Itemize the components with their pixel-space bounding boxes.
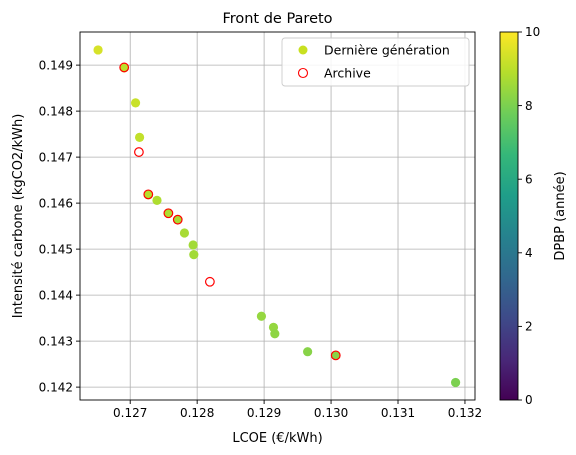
x-tick-label: 0.131: [381, 406, 415, 420]
generation-point: [188, 240, 198, 250]
legend: Dernière génération Archive: [281, 37, 470, 87]
y-tick-label: 0.148: [39, 104, 73, 118]
colorbar-tick-label: 10: [525, 25, 540, 39]
colorbar-gradient: [499, 31, 519, 401]
y-tick-label: 0.146: [39, 196, 73, 210]
generation-point: [256, 311, 267, 321]
grid-lines: [80, 32, 475, 400]
archive-point: [134, 147, 144, 157]
archive-point: [204, 276, 215, 287]
legend-marker-archive: [297, 67, 309, 79]
legend-label-derniere-generation: Dernière génération: [324, 43, 450, 58]
generation-point: [143, 190, 153, 200]
generation-point: [270, 329, 280, 339]
archive-point: [330, 350, 341, 361]
generation-point: [93, 45, 103, 55]
y-tick-label: 0.144: [39, 288, 73, 302]
y-tick-label: 0.143: [39, 334, 73, 348]
generation-point: [130, 98, 141, 108]
colorbar-tick-label: 8: [525, 99, 533, 113]
generation-point: [134, 132, 145, 142]
legend-label-archive: Archive: [324, 66, 371, 81]
x-tick-label: 0.129: [247, 406, 281, 420]
generation-point: [179, 228, 190, 238]
x-tick-label: 0.130: [314, 406, 348, 420]
x-axis-label: LCOE (€/kWh): [232, 431, 322, 446]
generation-point: [119, 63, 129, 73]
generation-point: [152, 195, 162, 205]
colorbar-tick-label: 6: [525, 172, 533, 186]
legend-box: [281, 37, 470, 87]
archive-point: [172, 214, 183, 225]
x-tick-label: 0.127: [113, 406, 147, 420]
y-tick-label: 0.145: [39, 242, 73, 256]
archive-point: [163, 208, 174, 219]
colorbar-tick-label: 0: [525, 393, 533, 407]
colorbar: 0 2 4 6 8 10 DPBP (année): [499, 25, 568, 407]
y-axis-label: Intensité carbone (kgCO2/kWh): [11, 114, 26, 319]
data-points: [93, 45, 461, 388]
colorbar-ticks: 0 2 4 6 8 10: [518, 25, 540, 407]
colorbar-tick-label: 2: [525, 320, 533, 334]
plot-frame: [79, 31, 476, 401]
chart-title: Front de Pareto: [222, 11, 332, 27]
y-tick-label: 0.142: [39, 380, 73, 394]
generation-point: [163, 208, 173, 218]
x-tick-label: 0.132: [448, 406, 482, 420]
x-axis-ticks: 0.127 0.128 0.129 0.130 0.131 0.132: [113, 400, 482, 420]
archive-point: [143, 189, 154, 200]
archive-point: [119, 62, 130, 73]
legend-marker-derniere-generation: [298, 45, 308, 55]
colorbar-label: DPBP (année): [553, 171, 568, 260]
generation-point: [189, 250, 199, 260]
y-axis-ticks: 0.142 0.143 0.144 0.145 0.146 0.147 0.148 0.149: [39, 58, 80, 394]
generation-point: [303, 347, 313, 357]
colorbar-tick-label: 4: [525, 246, 533, 260]
generation-point: [450, 377, 461, 388]
x-tick-label: 0.128: [180, 406, 214, 420]
y-tick-label: 0.147: [39, 150, 73, 164]
generation-point: [331, 350, 341, 360]
y-tick-label: 0.149: [39, 58, 73, 72]
generation-point: [173, 215, 183, 225]
